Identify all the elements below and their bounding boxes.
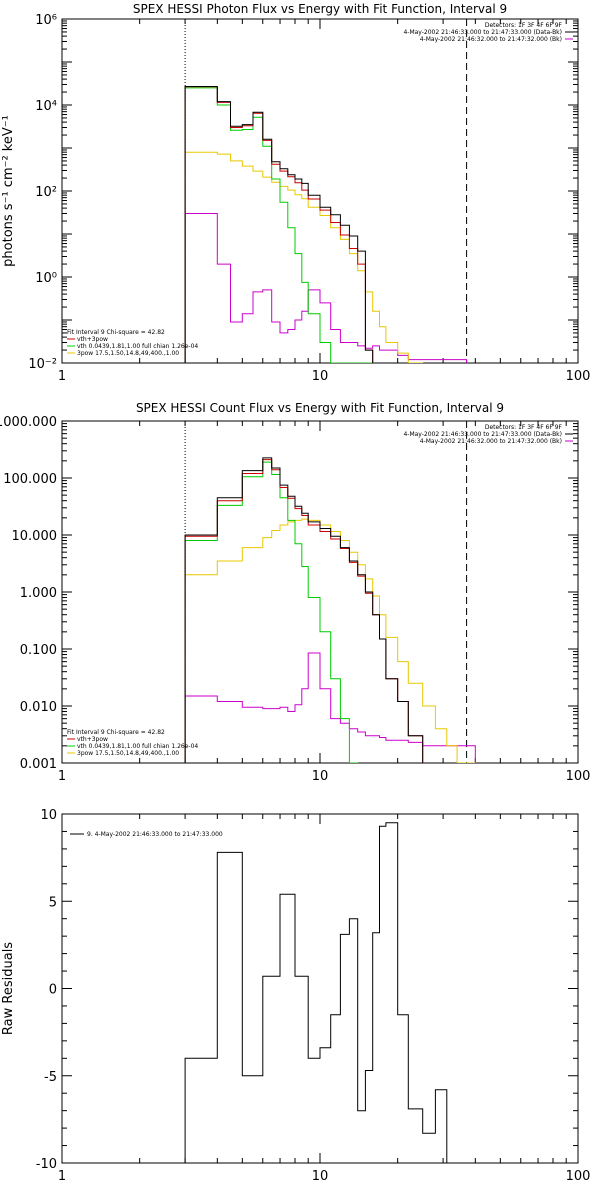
series-vth [184, 461, 359, 763]
y-tick-label: 10² [35, 185, 57, 200]
series-vth-3pow [184, 459, 424, 763]
series-9-4-may-2002-21-46-33-000-to-21-47-33-000 [184, 822, 448, 1163]
legend-entry: vth 0.0439,1.81,1.00 full chian 1.26e-04 [77, 343, 198, 350]
legend-entry: 4-May-2002 21:46:33.000 to 21:47:33.000 … [403, 431, 562, 438]
y-tick-label: 10⁶ [35, 13, 57, 28]
chart-title: SPEX HESSI Count Flux vs Energy with Fit… [136, 401, 504, 415]
legend-entry: 3pow 17.5,1.50,14.8,49,400.,1.00 [77, 350, 179, 357]
plot-frame [61, 18, 579, 364]
legend-entry: Detectors: 1F 3F 4F 6F 9F [485, 424, 563, 431]
x-tick-label: 10 [312, 1169, 329, 1184]
legend-entry: vth+3pow [77, 336, 108, 343]
y-tick-label: 0.010 [20, 700, 57, 715]
x-tick-label: 1 [58, 1169, 66, 1184]
residuals-chart: 1 10 100 -10 -5 0 5 10 Raw Residuals 9. 4-May-200… [1, 808, 591, 1184]
series-bk [184, 213, 468, 363]
legend-entry: 3pow 17.5,1.50,14.8,49,400.,1.00 [77, 750, 179, 757]
y-tick-label: 10⁴ [35, 99, 57, 114]
series-3pow [184, 151, 424, 363]
y-tick-label: 1.000 [20, 586, 57, 601]
y-tick-label: -5 [44, 1070, 57, 1085]
legend-entry: Detectors: 1F 3F 4F 6F 9F [485, 22, 563, 29]
x-tick-label: 100 [566, 769, 591, 784]
legend-entry: 9. 4-May-2002 21:46:33.000 to 21:47:33.0… [87, 831, 223, 838]
count-flux-chart: SPEX HESSI Count Flux vs Energy with Fit… [0, 401, 591, 784]
y-tick-label: 10.000 [12, 529, 58, 544]
y-tick-label: 0.100 [20, 643, 57, 658]
legend-entry: Fit Interval 9 Chi-square = 42.82 [67, 729, 165, 736]
y-tick-label: -10 [36, 1157, 57, 1172]
x-tick-label: 1 [58, 769, 66, 784]
series-3pow [184, 518, 476, 763]
x-tick-label: 10 [312, 769, 329, 784]
legend-entry: 4-May-2002 21:46:32.000 to 21:47:32.000 … [420, 36, 562, 43]
series-vth [184, 87, 374, 363]
x-tick-label: 10 [312, 369, 329, 384]
legend-entry: vth+3pow [77, 736, 108, 743]
plot-frame [61, 813, 579, 1164]
y-tick-label: 5 [49, 895, 57, 910]
x-tick-label: 100 [566, 369, 591, 384]
y-axis-label: Raw Residuals [1, 942, 16, 1035]
plot-frame [61, 420, 579, 764]
legend-entry: Fit Interval 9 Chi-square = 42.82 [67, 329, 165, 336]
x-tick-label: 100 [566, 1169, 591, 1184]
series-data-bk [184, 86, 374, 363]
legend-entry: 4-May-2002 21:46:33.000 to 21:47:33.000 … [403, 29, 562, 36]
photon-flux-chart: SPEX HESSI Photon Flux vs Energy with Fi… [1, 2, 591, 384]
legend-entry: vth 0.0439,1.81,1.00 full chian 1.26e-04 [77, 743, 198, 750]
x-tick-label: 1 [58, 369, 66, 384]
chart-title: SPEX HESSI Photon Flux vs Energy with Fi… [133, 2, 507, 16]
y-tick-label: 0 [49, 983, 57, 998]
series-vth-3pow [184, 86, 374, 363]
y-tick-label: 100.000 [3, 472, 57, 487]
y-tick-label: 10⁰ [35, 271, 57, 286]
y-axis-label: photons s⁻¹ cm⁻² keV⁻¹ [1, 115, 16, 267]
y-tick-label: 0.001 [20, 757, 57, 772]
y-tick-label: 10⁻² [28, 357, 57, 372]
series-data-bk [184, 457, 424, 763]
y-tick-label: 10 [40, 808, 57, 823]
y-tick-label: 1000.000 [0, 415, 57, 430]
legend-entry: 4-May-2002 21:46:32.000 to 21:47:32.000 … [420, 438, 562, 445]
